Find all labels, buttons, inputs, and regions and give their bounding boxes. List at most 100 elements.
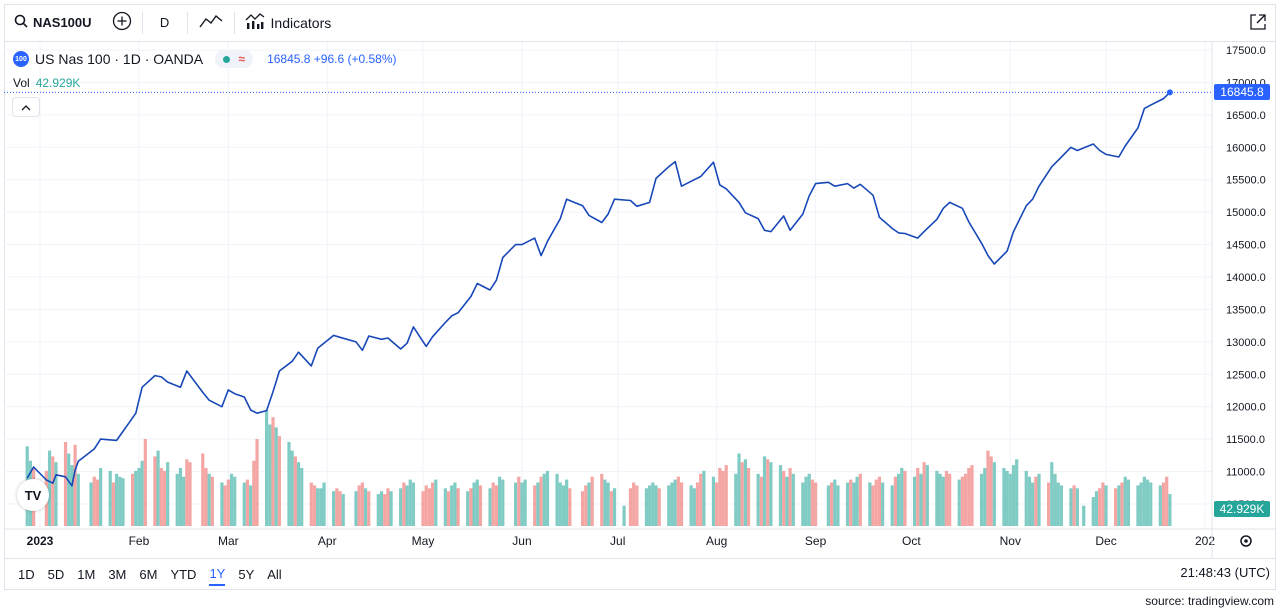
- last-price-point: [1166, 89, 1173, 96]
- range-button-5y[interactable]: 5Y: [238, 567, 255, 582]
- volume-bar: [778, 465, 783, 526]
- volume-bar: [900, 468, 904, 526]
- volume-bar: [446, 491, 451, 526]
- legend-title[interactable]: US Nas 100 · 1D · OANDA: [35, 51, 204, 67]
- volume-bar: [520, 482, 524, 526]
- volume-bar: [130, 473, 135, 526]
- volume-bar: [896, 473, 901, 526]
- volume-bar: [561, 485, 566, 526]
- clock[interactable]: 21:48:43 (UTC): [1180, 565, 1270, 580]
- volume-bar: [389, 491, 393, 526]
- volume-bar: [1053, 473, 1057, 526]
- volume-bar: [312, 485, 317, 526]
- volume-bar: [466, 491, 470, 526]
- range-button-3m[interactable]: 3M: [108, 567, 127, 582]
- price-axis: 17500.017000.016500.016000.015500.015000…: [1226, 45, 1266, 511]
- volume-bar: [871, 485, 875, 526]
- volume-bar: [743, 459, 747, 526]
- y-tick-label: 12000.0: [1226, 402, 1266, 414]
- volume-bar: [51, 456, 55, 526]
- volume-bar: [986, 450, 990, 526]
- volume-bar: [185, 459, 189, 526]
- x-tick-label: Oct: [902, 534, 921, 548]
- collapse-legend-button[interactable]: [12, 97, 40, 117]
- volume-bar: [469, 488, 473, 526]
- volume-bar: [919, 473, 923, 526]
- market-status-pill[interactable]: ≈: [215, 50, 254, 68]
- volume-bar: [360, 482, 364, 526]
- tradingview-logo[interactable]: TV: [17, 479, 49, 511]
- symbol-logo: 100: [13, 51, 29, 67]
- volume-bar: [938, 473, 942, 526]
- range-button-1m[interactable]: 1M: [77, 567, 96, 582]
- volume-bar: [711, 476, 716, 526]
- indicators-button[interactable]: Indicators: [235, 4, 342, 42]
- y-tick-label: 17500.0: [1226, 45, 1266, 57]
- volume-bar: [941, 476, 945, 526]
- volume-bar: [92, 476, 96, 526]
- x-tick-label: Feb: [129, 534, 150, 548]
- volume-bar: [245, 479, 250, 526]
- volume-bar: [201, 453, 205, 526]
- volume-bar: [612, 488, 617, 526]
- volume-bar: [175, 473, 179, 526]
- interval-button[interactable]: D: [143, 4, 187, 42]
- volume-bar: [762, 456, 767, 526]
- x-tick-label: Jun: [512, 534, 531, 548]
- volume-bar: [335, 488, 339, 526]
- volume-bar: [332, 491, 336, 526]
- range-button-all[interactable]: All: [267, 567, 282, 582]
- compare-button[interactable]: [102, 4, 142, 42]
- legend-price: 16845.8 +96.6 (+0.58%): [267, 52, 397, 66]
- volume-bar: [70, 465, 74, 526]
- volume-bar: [622, 505, 626, 526]
- toolbar-divider: [141, 11, 143, 34]
- volume-bar: [383, 494, 387, 526]
- search-icon: [14, 14, 28, 31]
- x-tick-label: Aug: [706, 534, 727, 548]
- range-button-ytd[interactable]: YTD: [170, 567, 197, 582]
- range-button-5d[interactable]: 5D: [47, 567, 65, 582]
- volume-bar: [498, 476, 502, 526]
- x-tick-label: May: [412, 534, 435, 548]
- range-button-1d[interactable]: 1D: [18, 567, 35, 582]
- x-tick-label: Jul: [610, 534, 625, 548]
- volume-bar: [845, 482, 850, 526]
- volume-bar: [935, 470, 939, 526]
- time-settings-button[interactable]: [1240, 535, 1252, 547]
- volume-bar: [405, 485, 409, 526]
- volume-bar: [1161, 482, 1166, 526]
- volume-bar: [788, 468, 792, 526]
- volume-bar: [156, 450, 160, 526]
- volume-bar: [565, 479, 569, 526]
- volume-bar: [679, 482, 684, 526]
- volume-bar: [1120, 482, 1124, 526]
- volume-bar: [118, 476, 122, 526]
- volume-bar: [379, 491, 384, 526]
- volume-bar: [1142, 476, 1146, 526]
- volume-bar: [54, 462, 58, 526]
- source-credit: source: tradingview.com: [1145, 594, 1274, 608]
- y-tick-label: 12500.0: [1226, 369, 1266, 381]
- range-button-6m[interactable]: 6M: [139, 567, 158, 582]
- fullscreen-button[interactable]: [1248, 12, 1268, 37]
- last-price-tag-text: 16845.8: [1220, 85, 1264, 99]
- price-line-group: [4, 89, 1212, 487]
- volume-bar: [970, 465, 974, 526]
- symbol-search-button[interactable]: NAS100U: [4, 4, 102, 42]
- volume-bar: [667, 485, 671, 526]
- volume-bar: [1024, 470, 1028, 526]
- chart-type-button[interactable]: [188, 4, 234, 42]
- y-tick-label: 16000.0: [1226, 142, 1266, 154]
- volume-bar: [804, 476, 808, 526]
- volume-bar: [207, 473, 211, 526]
- volume-bar: [1145, 479, 1150, 526]
- y-tick-label: 14000.0: [1226, 272, 1266, 284]
- volume-bar: [115, 473, 119, 526]
- volume-bar: [979, 473, 984, 526]
- x-tick-label: Sep: [805, 534, 827, 548]
- range-button-1y[interactable]: 1Y: [209, 564, 226, 586]
- x-tick-label: 2023: [27, 534, 54, 548]
- volume-bar: [542, 473, 546, 526]
